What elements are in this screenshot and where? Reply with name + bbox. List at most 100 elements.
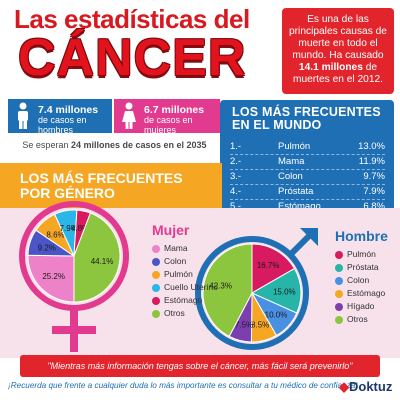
pie-label: 44.1% (91, 257, 114, 266)
legend-swatch (152, 283, 160, 292)
legend-label: Estómago (164, 295, 203, 305)
pie-label: 7.9% (60, 224, 78, 233)
brand-logo: ◆Doktuz (339, 379, 392, 395)
pie-label: 9.2% (38, 243, 56, 252)
pie-slice-mama (27, 254, 75, 303)
gender-section-header: LOS MÁS FRECUENTES POR GÉNERO (0, 163, 222, 209)
male-symbol-arrow-head (300, 228, 318, 246)
world-ranking-row: 4.- Próstata 7.9% (230, 185, 385, 200)
pie-label: 15.0% (273, 287, 296, 296)
legend-swatch (335, 263, 343, 272)
world-cancer-value: 13.0% (358, 141, 385, 152)
women-cases-label: de casos en mujeres (144, 115, 193, 135)
world-cancer-name: Mama (278, 156, 305, 167)
legend-item: Estómago (152, 296, 218, 305)
legend-label: Hígado (347, 301, 375, 311)
forecast-note: Se esperan 24 millones de casos en el 20… (12, 140, 217, 150)
world-cancer-name: Pulmón (278, 141, 311, 152)
legend-item: Otros (152, 309, 218, 318)
men-cases-value: 7.4 millones (38, 104, 99, 116)
women-chart-title: Mujer (152, 222, 190, 238)
quote-banner: "Mientras más información tengas sobre e… (20, 355, 380, 377)
men-cases-label: de casos en hombres (38, 115, 87, 135)
gender-title-line1: LOS MÁS FRECUENTES (20, 170, 183, 186)
pie-label: 42.3% (209, 281, 232, 290)
legend-item: Pulmón (335, 250, 385, 259)
world-title: LOS MÁS FRECUENTES EN EL MUNDO (232, 106, 381, 132)
legend-swatch (335, 302, 343, 311)
male-symbol-arrow-shaft (287, 232, 313, 258)
legend-swatch (335, 276, 343, 285)
pie-women: 25.2% 9.2% 8.6%7.9%4.8% 44.1% (27, 209, 121, 303)
pie-slice-pulmón (251, 243, 296, 294)
legend-label: Otros (164, 308, 185, 318)
legend-label: Mama (164, 243, 188, 253)
pie-label: 16.7% (257, 261, 280, 270)
world-rank: 4.- (230, 186, 242, 197)
legend-swatch (152, 257, 160, 266)
world-rank: 1.- (230, 141, 242, 152)
legend-swatch (152, 309, 160, 318)
man-icon (18, 102, 28, 129)
pie-slice-otros (73, 212, 121, 303)
men-chart-title: Hombre (335, 228, 388, 244)
world-rank: 2.- (230, 156, 242, 167)
legend-item: Hígado (335, 302, 385, 311)
forecast-prefix: Se esperan (22, 140, 69, 150)
world-cancer-value: 7.9% (363, 186, 385, 197)
pie-label: 10.0% (265, 311, 288, 320)
legend-item: Próstata (335, 263, 385, 272)
world-cancer-name: Colon (278, 171, 303, 182)
pie-label: 8.5% (251, 320, 269, 329)
woman-icon (122, 102, 136, 129)
legend-label: Otros (347, 314, 368, 324)
forecast-value: 24 millones de casos en el 2035 (70, 140, 207, 150)
footer-note: ¡Recuerda que frente a cualquier duda lo… (8, 381, 358, 390)
legend-item: Cuello Uterino (152, 283, 218, 292)
legend-label: Pulmón (347, 249, 376, 259)
gender-charts: 25.2% 9.2% 8.6%7.9%4.8% 44.1% 16.7% 15.0% 10.… (19, 201, 318, 352)
men-legend: Pulmón Próstata Colon Estómago Hígado Otros (335, 250, 385, 328)
legend-label: Próstata (347, 262, 379, 272)
men-stat-card: 7.4 millones de casos en hombres (8, 99, 112, 135)
intro-text: Es una de las principales causas de muer… (289, 14, 387, 61)
legend-swatch (152, 270, 160, 279)
brand-name: Doktuz (349, 379, 393, 394)
legend-swatch (335, 315, 343, 324)
male-symbol-ring (195, 236, 309, 350)
pie-label: 4.8% (71, 224, 89, 233)
intro-box: Es una de las principales causas de muer… (282, 8, 394, 94)
pie-label: 8.6% (46, 230, 64, 239)
legend-item: Mama (152, 244, 218, 253)
intro-text-2: de muertes en el 2012. (292, 62, 384, 85)
legend-swatch (152, 244, 160, 253)
legend-label: Estómago (347, 288, 386, 298)
legend-swatch (152, 296, 160, 305)
world-cancer-value: 6.8% (363, 201, 385, 212)
legend-swatch (335, 250, 343, 259)
legend-label: Pulmón (164, 269, 193, 279)
world-rank: 3.- (230, 171, 242, 182)
world-ranking-box: LOS MÁS FRECUENTES EN EL MUNDO 1.- Pulmón… (220, 100, 394, 216)
world-ranking-row: 2.- Mama 11.9% (230, 155, 385, 170)
pie-slice-otros (202, 243, 253, 338)
world-cancer-value: 11.9% (358, 156, 385, 167)
women-stat-card: 6.7 millones de casos en mujeres (114, 99, 220, 135)
legend-item: Colon (152, 257, 218, 266)
world-cancer-value: 9.7% (363, 171, 385, 182)
legend-label: Cuello Uterino (164, 282, 218, 292)
world-ranking-row: 1.- Pulmón 13.0% (230, 140, 385, 155)
legend-item: Otros (335, 315, 385, 324)
world-cancer-name: Próstata (278, 186, 314, 197)
legend-item: Colon (335, 276, 385, 285)
world-rank: 5.- (230, 201, 242, 212)
intro-highlight: 14.1 millones (298, 62, 363, 73)
women-cases-value: 6.7 millones (144, 104, 205, 116)
world-title-line1: LOS MÁS FRECUENTES (232, 105, 381, 119)
title-top: Las estadísticas del (14, 4, 250, 34)
legend-label: Colon (164, 256, 187, 266)
pie-men: 16.7% 15.0% 10.0%8.5%7.5% 42.3% (202, 243, 302, 343)
female-symbol-cross (52, 326, 96, 334)
world-title-line2: EN EL MUNDO (232, 118, 322, 132)
